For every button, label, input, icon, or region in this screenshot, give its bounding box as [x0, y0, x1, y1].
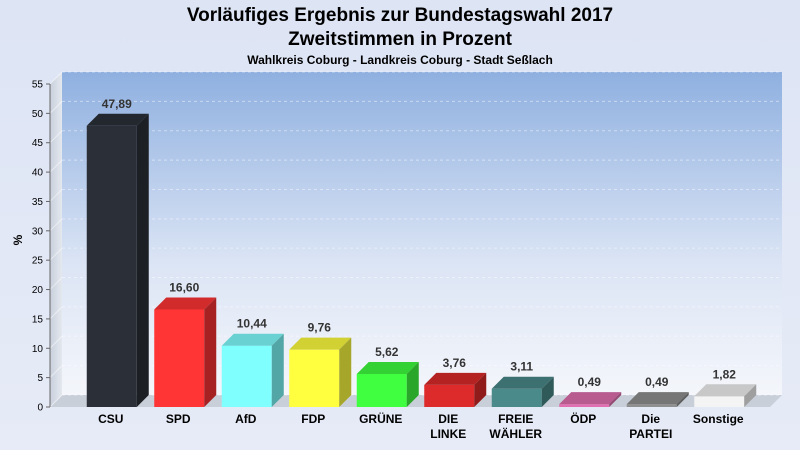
gridline-wall: [49, 130, 63, 144]
y-tick-label: 20: [32, 285, 44, 296]
bar-top: [626, 392, 689, 405]
bar: [559, 392, 622, 407]
bar-side: [541, 376, 554, 407]
x-tick-label: Die PARTEI: [629, 412, 672, 441]
bar: [626, 392, 689, 407]
chart-title-line2: Zweitstimmen in Prozent: [288, 29, 512, 50]
y-tick-label: 15: [32, 314, 44, 325]
data-label: 1,82: [713, 367, 737, 381]
bar-front: [559, 404, 610, 407]
gridline-wall: [49, 159, 63, 173]
bar-top: [289, 337, 352, 350]
bar-side: [609, 392, 622, 407]
y-axis-title: %: [11, 234, 25, 245]
bar-side: [676, 392, 689, 407]
x-tick-label: GRÜNE: [359, 411, 402, 426]
data-label: 0,49: [645, 375, 669, 389]
bar: [289, 337, 352, 407]
bar: [86, 113, 149, 407]
data-label: 9,76: [308, 321, 332, 335]
bar-front: [491, 388, 542, 407]
gridline-wall: [49, 101, 63, 114]
x-tick-label: CSU: [98, 412, 123, 426]
y-tick-label: 40: [32, 168, 44, 179]
y-tick-label: 25: [32, 256, 44, 267]
bar-front: [694, 396, 745, 407]
bar-front: [221, 345, 272, 407]
data-label: 3,76: [443, 356, 467, 370]
bar-top: [154, 297, 217, 310]
gridline-wall: [49, 218, 63, 232]
bar: [491, 376, 554, 407]
bar-front: [86, 125, 137, 407]
y-tick-label: 55: [32, 80, 44, 91]
bar-side: [271, 333, 284, 407]
y-tick-label: 50: [32, 109, 44, 120]
x-tick-label: AfD: [235, 412, 257, 426]
bar: [221, 333, 284, 407]
x-tick-label: Sonstige: [693, 412, 744, 426]
bar-front: [154, 309, 205, 407]
chart-title: Vorläufiges Ergebnis zur Bundestagswahl …: [0, 4, 800, 52]
bar-front: [424, 384, 475, 407]
bar-side: [406, 361, 419, 407]
bar-top: [424, 372, 487, 385]
x-tick-label: FDP: [301, 412, 325, 426]
gridline-wall: [49, 394, 63, 408]
x-tick-label: SPD: [166, 412, 191, 426]
bar: [356, 361, 419, 407]
gridline-wall: [49, 365, 63, 378]
data-label: 16,60: [169, 281, 199, 295]
bar-front: [289, 349, 340, 407]
bar-top: [356, 361, 419, 374]
bar-front: [626, 404, 677, 407]
chart-subtitle: Wahlkreis Coburg - Landkreis Coburg - St…: [247, 53, 553, 67]
y-tick-label: 5: [37, 373, 43, 384]
bar-side: [204, 297, 217, 407]
bar-side: [136, 113, 149, 407]
bar: [424, 372, 487, 407]
y-tick-label: 45: [32, 138, 44, 149]
gridline-wall: [49, 306, 63, 320]
bar-top: [559, 392, 622, 405]
chart-title-line1: Vorläufiges Ergebnis zur Bundestagswahl …: [186, 5, 614, 26]
gridline-wall: [49, 247, 63, 261]
gridline-wall: [49, 189, 63, 202]
gridline-wall: [49, 335, 63, 349]
bar-side: [474, 372, 487, 407]
bar-top: [86, 113, 149, 126]
y-tick-label: 0: [37, 403, 43, 414]
data-label: 0,49: [578, 375, 602, 389]
plot-left-wall: [50, 72, 62, 407]
gridline-wall: [49, 71, 63, 85]
bar-top: [694, 384, 757, 397]
bar-top: [221, 333, 284, 346]
data-label: 47,89: [102, 97, 132, 111]
bar-side: [744, 384, 757, 407]
gridline-wall: [49, 277, 63, 290]
y-tick-label: 10: [32, 344, 44, 355]
bar-side: [339, 337, 352, 407]
bar-front: [356, 373, 407, 407]
data-label: 3,11: [510, 360, 533, 374]
data-label: 5,62: [375, 345, 399, 359]
bar: [694, 384, 757, 407]
data-label: 10,44: [237, 317, 267, 331]
x-tick-label: DIE LINKE: [430, 412, 466, 441]
bar: [154, 297, 217, 407]
x-tick-label: FREIE WÄHLER: [489, 412, 542, 441]
y-tick-label: 35: [32, 197, 44, 208]
y-tick-label: 30: [32, 226, 44, 237]
x-tick-label: ÖDP: [570, 411, 596, 426]
bar-top: [491, 376, 554, 389]
